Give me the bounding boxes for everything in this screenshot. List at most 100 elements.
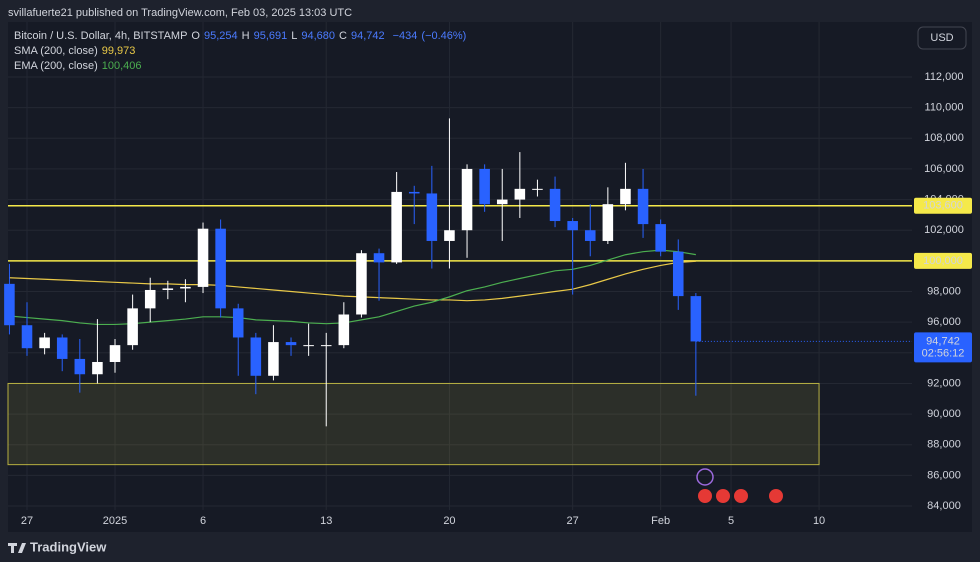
brand: TradingView <box>30 539 107 554</box>
event-icon[interactable] <box>734 489 748 503</box>
level-label-box <box>914 252 972 269</box>
candle-body <box>232 308 244 338</box>
candle-body <box>444 230 455 241</box>
y-tick-label: 84,000 <box>927 500 961 512</box>
labels-layer: 84,00086,00088,00090,00092,00094,00096,0… <box>21 71 972 527</box>
candle-body <box>426 193 438 241</box>
change-pct: (−0.46%) <box>421 30 467 42</box>
ohlc-legend: O 95,254 H 95,691 L 94,680 C 94,742 <box>191 30 388 42</box>
ma-row: SMA (200, close) 99,973 <box>14 44 470 59</box>
candle-body <box>514 188 526 200</box>
last-price-label: 94,742 <box>926 335 960 347</box>
candle-body <box>567 221 578 231</box>
candle-body <box>602 204 614 241</box>
candle-body <box>356 253 367 315</box>
ohlc-name: O <box>191 30 200 42</box>
countdown: 02:56:12 <box>922 347 965 359</box>
candle-body <box>584 230 596 241</box>
x-tick-label: 20 <box>443 515 455 527</box>
event-icons <box>696 468 783 503</box>
candle-body <box>479 168 490 205</box>
zone <box>7 382 820 466</box>
ohlc-value: 95,691 <box>253 30 288 42</box>
ma-name: SMA (200, close) <box>14 45 98 57</box>
candle-body <box>127 308 138 346</box>
ohlc-item: L 94,680 <box>291 30 339 42</box>
y-tick-label: 112,000 <box>925 71 964 83</box>
candle-body <box>532 188 543 190</box>
candle-body <box>320 345 332 347</box>
change: −434 <box>392 30 418 42</box>
ohlc-value: 94,680 <box>301 30 336 42</box>
legend: Bitcoin / U.S. Dollar, 4h, BITSTAMP O 95,2… <box>14 29 470 74</box>
candle-body <box>637 188 649 225</box>
plot-area <box>8 22 912 510</box>
currency-button[interactable] <box>917 26 967 50</box>
legend-row: Bitcoin / U.S. Dollar, 4h, BITSTAMP O 95,2… <box>14 29 470 44</box>
candle-body <box>56 337 68 359</box>
x-tick-label: Feb <box>651 515 670 527</box>
candle-body <box>373 253 385 263</box>
candle-body <box>408 191 420 194</box>
x-tick-label: 6 <box>200 515 206 527</box>
ma-name: EMA (200, close) <box>14 60 98 72</box>
logo <box>8 543 26 553</box>
candle-body <box>672 251 684 297</box>
y-tick-label: 110,000 <box>925 102 964 114</box>
candle-body <box>109 345 121 362</box>
symbol: Bitcoin / U.S. Dollar, 4h, BITSTAMP <box>14 30 188 42</box>
y-tick-label: 106,000 <box>924 163 964 175</box>
event-icon[interactable] <box>716 489 730 503</box>
currency[interactable]: USD <box>930 32 953 44</box>
candle-body <box>391 191 402 263</box>
y-tick-label: 86,000 <box>927 469 961 481</box>
last-price-box <box>914 332 972 363</box>
y-tick-label: 102,000 <box>924 224 964 236</box>
y-tick-label: 108,000 <box>924 132 964 144</box>
candle-body <box>496 199 508 205</box>
candle-body <box>4 283 15 326</box>
event-icon[interactable] <box>698 489 712 503</box>
level-label: 103,600 <box>923 200 963 212</box>
candle-body <box>549 188 561 222</box>
candle-body <box>338 314 350 346</box>
ma-value: 100,406 <box>101 60 142 72</box>
ma-row: EMA (200, close) 100,406 <box>14 59 470 74</box>
level-label: 100,000 <box>923 255 963 267</box>
candle-body <box>162 288 174 290</box>
candle-body <box>197 228 209 287</box>
candles-layer <box>4 118 702 427</box>
event-icon[interactable] <box>696 468 714 486</box>
ohlc-item: C 94,742 <box>339 30 389 42</box>
y-tick-label: 92,000 <box>927 377 961 389</box>
y-tick-label: 88,000 <box>927 439 961 451</box>
candle-body <box>144 289 156 309</box>
ohlc-name: H <box>241 30 250 42</box>
time-axis <box>8 510 972 532</box>
x-tick-label: 27 <box>567 515 579 527</box>
x-tick-label: 2025 <box>103 515 127 527</box>
candle-body <box>250 337 262 376</box>
x-tick-label: 10 <box>813 515 825 527</box>
candle-body <box>690 296 702 342</box>
y-tick-label: 96,000 <box>927 316 961 328</box>
candle-body <box>180 286 191 289</box>
candle-body <box>39 337 50 349</box>
ma-line <box>9 260 696 302</box>
candle-body <box>461 168 473 231</box>
ma-value: 99,973 <box>101 45 136 57</box>
ohlc-item: O 95,254 <box>191 30 241 42</box>
zone-layer <box>7 382 820 466</box>
ohlc-value: 95,254 <box>203 30 238 42</box>
ohlc-name: C <box>339 30 347 42</box>
x-tick-label: 27 <box>21 515 33 527</box>
candle-body <box>620 188 631 205</box>
event-icon[interactable] <box>769 489 783 503</box>
ohlc-name: L <box>291 30 298 42</box>
y-tick-label: 90,000 <box>927 408 961 420</box>
candle-body <box>303 345 314 347</box>
candle-body <box>655 224 666 252</box>
candle-body <box>74 358 86 375</box>
